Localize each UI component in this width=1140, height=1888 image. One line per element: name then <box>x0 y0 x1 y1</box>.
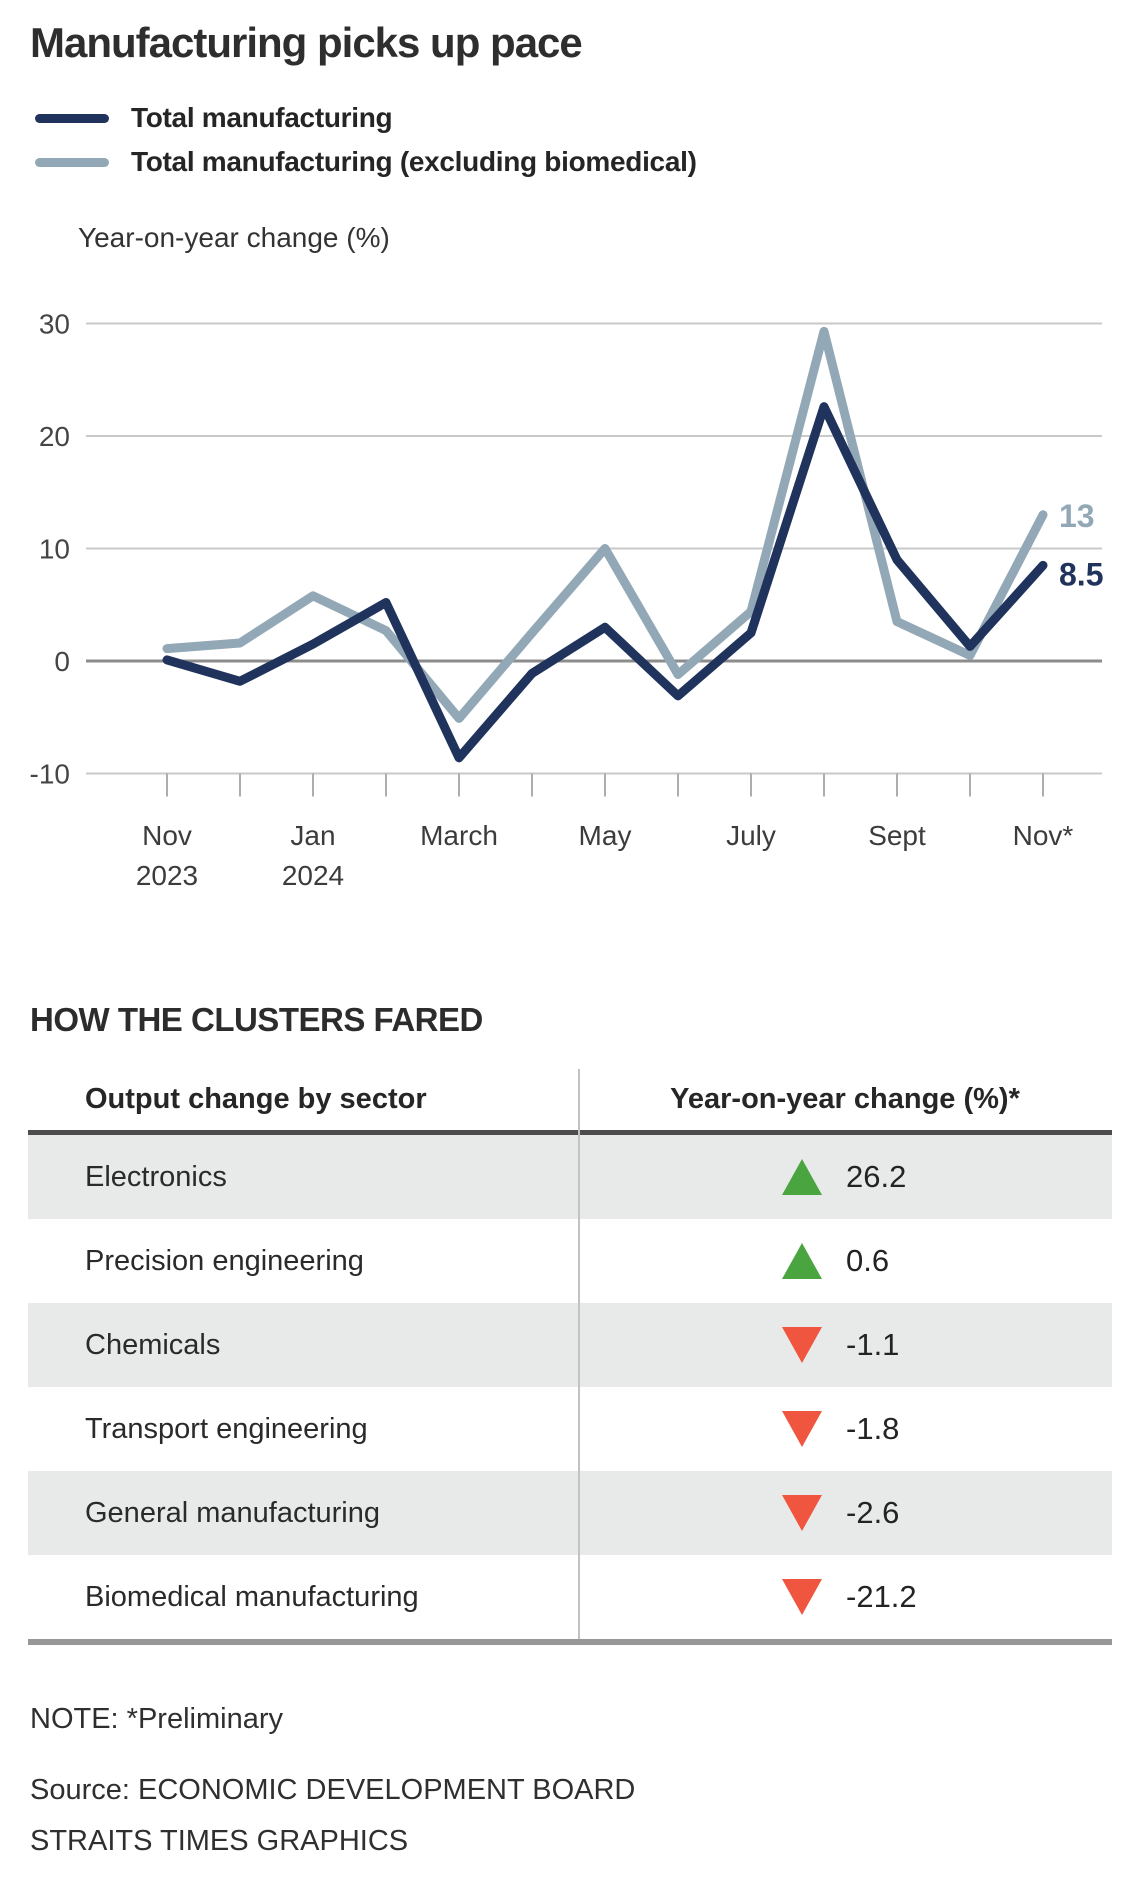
y-tick-label: 30 <box>39 309 70 340</box>
credit-text: STRAITS TIMES GRAPHICS <box>30 1825 409 1858</box>
change-value: -1.1 <box>846 1327 900 1363</box>
sector-name: Biomedical manufacturing <box>85 1580 419 1613</box>
y-tick-label: -10 <box>30 759 70 790</box>
series-end-label: 8.5 <box>1059 557 1103 593</box>
x-tick-label: March <box>420 820 498 851</box>
legend-item-ex-biomedical: Total manufacturing (excluding biomedica… <box>35 140 1140 184</box>
column-header-sector: Output change by sector <box>85 1083 427 1116</box>
table-row: Chemicals -1.1 <box>28 1303 1112 1388</box>
change-cell: 26.2 <box>578 1159 1112 1196</box>
y-tick-label: 0 <box>54 646 70 677</box>
chart-legend: Total manufacturing Total manufacturing … <box>35 96 1140 184</box>
axis-title: Year-on-year change (%) <box>78 222 390 253</box>
footer: NOTE: *Preliminary Source: ECONOMIC DEVE… <box>30 1703 1140 1858</box>
arrow-up-icon <box>782 1159 822 1196</box>
column-header-change: Year-on-year change (%)* <box>670 1083 1020 1116</box>
change-cell: -1.1 <box>578 1327 1112 1364</box>
change-value: 26.2 <box>846 1159 907 1195</box>
line-swatch-icon <box>35 113 109 123</box>
series-line <box>162 327 1048 724</box>
line-swatch-icon <box>35 157 109 167</box>
change-cell: -1.8 <box>578 1411 1112 1448</box>
x-tick-label: 2023 <box>136 860 198 891</box>
x-tick-label: July <box>726 820 776 851</box>
note-text: NOTE: *Preliminary <box>30 1703 283 1736</box>
change-cell: 0.6 <box>578 1243 1112 1280</box>
table-body: Electronics 26.2 Precision engineering 0… <box>28 1135 1112 1639</box>
x-tick-label: 2024 <box>282 860 344 891</box>
table-row: General manufacturing -2.6 <box>28 1471 1112 1556</box>
sector-name: Transport engineering <box>85 1412 368 1445</box>
sector-name: Precision engineering <box>85 1244 364 1277</box>
change-cell: -21.2 <box>578 1579 1112 1616</box>
change-value: -2.6 <box>846 1495 900 1531</box>
y-tick-label: 20 <box>39 421 70 452</box>
legend-label: Total manufacturing (excluding biomedica… <box>131 146 697 178</box>
legend-label: Total manufacturing <box>131 102 393 134</box>
table-row: Transport engineering -1.8 <box>28 1387 1112 1471</box>
table-bottom-rule <box>28 1639 1112 1646</box>
arrow-down-icon <box>782 1579 822 1616</box>
arrow-up-icon <box>782 1243 822 1280</box>
x-tick-label: May <box>579 820 632 851</box>
arrow-down-icon <box>782 1327 822 1364</box>
x-tick-label: Nov <box>142 820 192 851</box>
table-row: Biomedical manufacturing -21.2 <box>28 1555 1112 1639</box>
page-title: Manufacturing picks up pace <box>30 19 583 66</box>
source-text: Source: ECONOMIC DEVELOPMENT BOARD <box>30 1774 636 1807</box>
sector-name: Chemicals <box>85 1328 221 1361</box>
legend-item-total: Total manufacturing <box>35 96 1140 140</box>
x-tick-label: Jan <box>290 820 335 851</box>
sector-name: Electronics <box>85 1160 227 1193</box>
clusters-table: Output change by sector Year-on-year cha… <box>28 1069 1112 1646</box>
sector-name: General manufacturing <box>85 1496 380 1529</box>
y-tick-label: 10 <box>39 534 70 565</box>
x-tick-label: Sept <box>868 820 926 851</box>
column-divider <box>578 1069 580 1640</box>
arrow-down-icon <box>782 1411 822 1448</box>
table-header-row: Output change by sector Year-on-year cha… <box>28 1069 1112 1136</box>
change-value: -1.8 <box>846 1411 900 1447</box>
change-cell: -2.6 <box>578 1495 1112 1532</box>
x-tick-label: Nov* <box>1013 820 1074 851</box>
series-end-label: 13 <box>1059 498 1095 534</box>
change-value: -21.2 <box>846 1579 917 1615</box>
line-chart: Year-on-year change (%) 30 20 10 0 -10 Nov 2023… <box>30 222 1104 891</box>
section-heading: HOW THE CLUSTERS FARED <box>30 1001 483 1039</box>
series-line <box>162 402 1048 763</box>
table-row: Precision engineering 0.6 <box>28 1219 1112 1303</box>
table-row: Electronics 26.2 <box>28 1135 1112 1220</box>
change-value: 0.6 <box>846 1243 890 1279</box>
arrow-down-icon <box>782 1495 822 1532</box>
